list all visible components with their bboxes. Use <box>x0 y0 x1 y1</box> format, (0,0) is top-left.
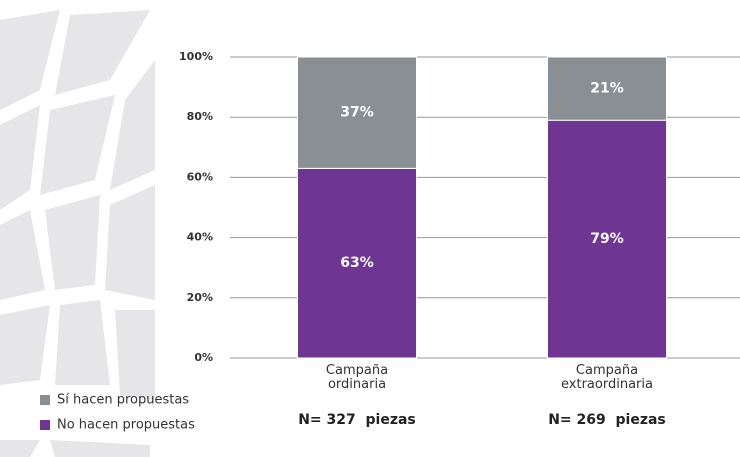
legend-label: Sí hacen propuestas <box>57 393 189 408</box>
annotation: N= 327 piezas <box>298 412 416 428</box>
legend-swatch <box>40 395 50 405</box>
y-tick-label: 100% <box>179 50 213 63</box>
x-tick-label: Campaña ordinaria <box>325 363 389 392</box>
value-label: 21% <box>590 81 624 97</box>
value-label: 63% <box>340 255 374 271</box>
background-decoration <box>0 10 155 457</box>
y-tick-label: 80% <box>187 110 213 123</box>
legend-label: No hacen propuestas <box>57 418 195 433</box>
bar-segment <box>297 167 417 359</box>
value-label: 79% <box>590 231 624 247</box>
x-tick-label: Campaña extraordinaria <box>561 363 653 392</box>
legend-swatch <box>40 420 50 430</box>
y-tick-label: 0% <box>194 351 213 364</box>
y-tick-label: 40% <box>187 231 213 244</box>
value-label: 37% <box>340 105 374 121</box>
y-tick-label: 20% <box>187 291 213 304</box>
y-tick-label: 60% <box>187 170 213 183</box>
bar-segment <box>547 119 667 359</box>
annotation: N= 269 piezas <box>548 412 666 428</box>
bar-segment <box>547 56 667 121</box>
bar-segment <box>297 56 417 169</box>
